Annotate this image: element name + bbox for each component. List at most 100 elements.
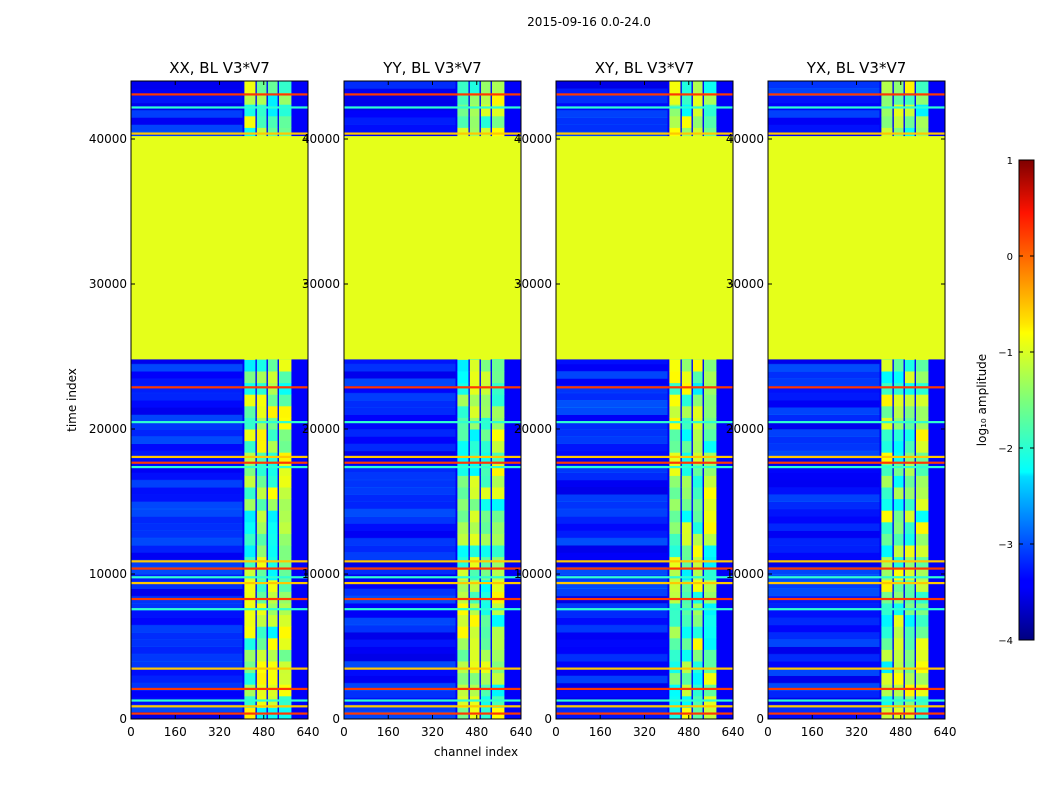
rfi-column-cell [256, 626, 267, 639]
rfi-column-cell [491, 579, 505, 592]
noise-row [768, 675, 880, 684]
rfi-column-cell [469, 452, 480, 465]
rfi-column-cell [881, 614, 893, 627]
rfi-column-cell [256, 637, 267, 650]
noise-row [768, 552, 880, 560]
rfi-column-cell [469, 568, 480, 581]
rfi-column-cell [278, 475, 292, 488]
flagged-row [556, 132, 733, 135]
rfi-column-cell [256, 498, 267, 511]
y-tick-label: 20000 [726, 422, 764, 436]
rfi-column-cell [278, 371, 292, 384]
noise-row [131, 356, 243, 365]
rfi-column-cell [703, 115, 717, 128]
rfi-column-cell [703, 672, 717, 685]
rfi-column-cell [904, 115, 915, 128]
rfi-column-cell [480, 359, 491, 372]
rfi-column-cell [904, 382, 915, 395]
y-tick-label: 0 [119, 712, 127, 726]
noise-row [556, 385, 668, 394]
flagged-row [131, 667, 308, 670]
rfi-column-cell [669, 382, 681, 395]
rfi-column-cell [457, 487, 469, 500]
flagged-row [768, 106, 945, 109]
rfi-column-cell [881, 533, 893, 546]
noise-row [556, 443, 668, 452]
rfi-column-cell [267, 417, 278, 430]
flagged-row [768, 465, 945, 469]
noise-row [131, 617, 243, 626]
noise-row [768, 581, 880, 589]
rfi-column-cell [669, 487, 681, 500]
x-tick-label: 320 [208, 725, 231, 739]
rfi-column-cell [893, 649, 904, 662]
rfi-column-cell [491, 684, 505, 697]
rfi-column-cell [904, 568, 915, 581]
rfi-column-cell [244, 405, 256, 418]
flagged-row [768, 597, 945, 601]
noise-row [131, 559, 243, 568]
rfi-column-cell [480, 521, 491, 534]
noise-row [556, 124, 668, 133]
rfi-column-cell [480, 440, 491, 453]
flagged-row [344, 421, 521, 424]
rfi-column-cell [256, 452, 267, 465]
noise-row [344, 603, 456, 611]
rfi-column-cell [681, 475, 692, 488]
rfi-column-cell [244, 92, 256, 105]
rfi-column-cell [915, 533, 929, 546]
flagged-row [344, 581, 521, 585]
rfi-column-cell [278, 405, 292, 418]
rfi-column-cell [256, 371, 267, 384]
rfi-column-cell [244, 104, 256, 117]
rfi-column-cell [915, 626, 929, 639]
rfi-column-cell [893, 487, 904, 500]
noise-row [344, 472, 456, 481]
figure-title: 2015-09-16 0.0-24.0 [527, 15, 651, 29]
rfi-column-cell [244, 637, 256, 650]
flagged-row [556, 608, 733, 611]
flagged-row [768, 608, 945, 611]
noise-row [344, 581, 456, 589]
rfi-column-cell [491, 440, 505, 453]
rfi-column-cell [469, 695, 480, 708]
rfi-column-cell [267, 556, 278, 569]
flagged-row [131, 93, 308, 96]
rfi-column-cell [278, 429, 292, 442]
noise-row [556, 117, 668, 125]
rfi-column-cell [469, 510, 480, 523]
rfi-column-cell [692, 568, 703, 581]
rfi-column-cell [893, 591, 904, 604]
rfi-column-cell [669, 533, 681, 546]
rfi-column-cell [491, 115, 505, 128]
heatmap-image [768, 81, 945, 719]
noise-row [344, 371, 456, 379]
rfi-column-cell [681, 545, 692, 558]
rfi-column-cell [491, 545, 505, 558]
noise-row [131, 436, 243, 444]
rfi-column-cell [457, 684, 469, 697]
noise-row [556, 479, 668, 488]
rfi-column-cell [904, 579, 915, 592]
rfi-column-cell [915, 568, 929, 581]
rfi-column-cell [491, 475, 505, 488]
rfi-column-cell [267, 672, 278, 685]
rfi-column-cell [881, 115, 893, 128]
noise-row [344, 414, 456, 423]
rfi-column-cell [256, 614, 267, 627]
rfi-column-cell [681, 487, 692, 500]
noise-row [768, 559, 880, 568]
noise-row [131, 661, 243, 669]
rfi-column-cell [692, 394, 703, 407]
rfi-column-cell [278, 487, 292, 500]
noise-row [344, 400, 456, 408]
rfi-column-cell [469, 533, 480, 546]
noise-row [131, 624, 243, 633]
rfi-column-cell [469, 614, 480, 627]
noise-row [556, 110, 668, 118]
noise-row [768, 378, 880, 386]
x-tick-label: 320 [421, 725, 444, 739]
rfi-column-cell [480, 510, 491, 523]
rfi-column-cell [881, 463, 893, 476]
rfi-column-cell [703, 510, 717, 523]
